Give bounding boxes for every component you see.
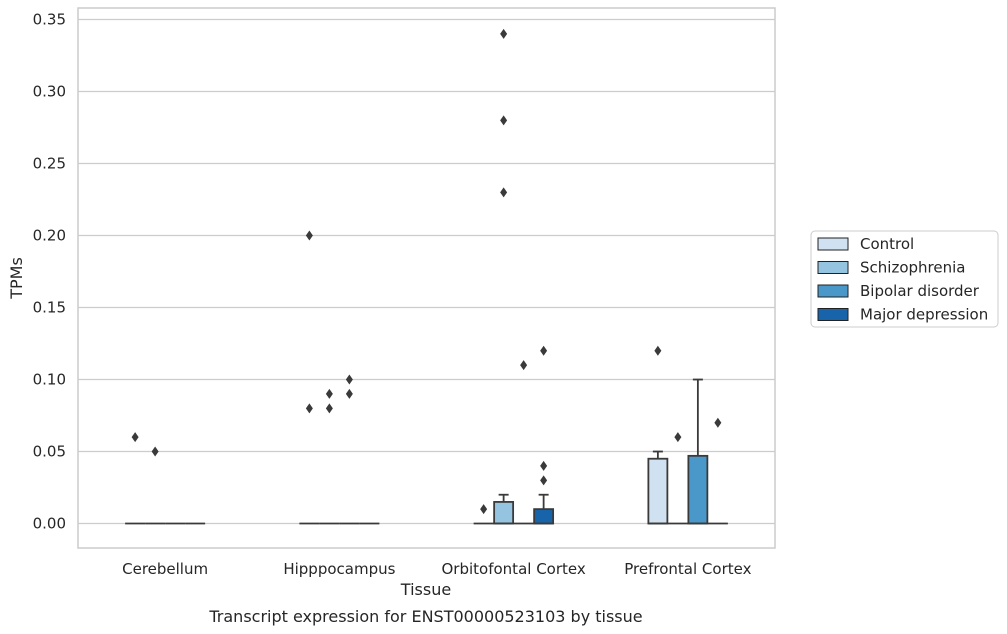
y-tick-label: 0.20 bbox=[33, 227, 66, 245]
outliers-layer bbox=[131, 28, 722, 515]
outlier-point bbox=[131, 432, 139, 443]
legend-swatch bbox=[817, 284, 849, 298]
y-axis-label: TPMs bbox=[7, 257, 26, 300]
outlier-point bbox=[654, 345, 662, 356]
boxes-layer bbox=[125, 378, 728, 525]
outlier-point bbox=[500, 187, 508, 198]
legend-label: Schizophrenia bbox=[860, 259, 965, 277]
box bbox=[533, 508, 555, 525]
box-group bbox=[533, 493, 555, 525]
outlier-point bbox=[520, 360, 528, 371]
legend-items: Control Schizophrenia Bipolar disorder Majo… bbox=[817, 235, 988, 324]
x-tick-label: Cerebellum bbox=[122, 560, 208, 578]
box-group bbox=[687, 378, 709, 525]
legend-frame bbox=[810, 230, 999, 328]
outlier-point bbox=[325, 388, 333, 399]
legend-swatch bbox=[817, 308, 849, 321]
x-axis-label: Tissue bbox=[400, 580, 451, 599]
outlier-point bbox=[345, 388, 353, 399]
outlier-point bbox=[540, 460, 548, 471]
y-tick-label: 0.30 bbox=[33, 83, 66, 101]
legend-label: Control bbox=[860, 235, 914, 253]
x-tick-labels: Cerebellum Hipppocampus Orbitofontal Corte… bbox=[122, 560, 751, 578]
y-tick-label: 0.35 bbox=[33, 11, 66, 29]
y-tick-label: 0.10 bbox=[33, 371, 66, 389]
outlier-point bbox=[540, 345, 548, 356]
y-tick-label: 0.25 bbox=[33, 155, 66, 173]
y-tick-labels: 0.00 0.05 0.10 0.15 0.20 0.25 0.30 0.35 bbox=[33, 11, 66, 533]
chart-caption: Transcript expression for ENST0000052310… bbox=[208, 607, 642, 626]
x-tick-label: Orbitofontal Cortex bbox=[442, 560, 586, 578]
outlier-point bbox=[540, 475, 548, 486]
outlier-point bbox=[305, 230, 313, 241]
plot-area-frame bbox=[77, 7, 776, 549]
legend: Control Schizophrenia Bipolar disorder Majo… bbox=[810, 230, 999, 328]
y-tick-label: 0.05 bbox=[33, 443, 66, 461]
legend-swatch bbox=[817, 237, 849, 251]
outlier-point bbox=[345, 374, 353, 385]
box bbox=[647, 457, 669, 525]
legend-swatch bbox=[817, 261, 849, 274]
y-tick-label: 0.00 bbox=[33, 515, 66, 533]
legend-label: Major depression bbox=[860, 306, 988, 324]
outlier-point bbox=[500, 28, 508, 39]
legend-label: Bipolar disorder bbox=[860, 282, 980, 300]
y-tick-label: 0.15 bbox=[33, 299, 66, 317]
box-group bbox=[647, 450, 669, 525]
x-tick-label: Prefrontal Cortex bbox=[624, 560, 751, 578]
outlier-point bbox=[674, 432, 682, 443]
outlier-point bbox=[500, 115, 508, 126]
outlier-point bbox=[305, 403, 313, 414]
outlier-point bbox=[480, 504, 488, 515]
outlier-point bbox=[325, 403, 333, 414]
box bbox=[493, 501, 515, 525]
x-tick-label: Hipppocampus bbox=[283, 560, 395, 578]
outlier-point bbox=[714, 417, 722, 428]
box-group bbox=[493, 493, 515, 525]
box bbox=[687, 454, 709, 525]
outlier-point bbox=[151, 446, 159, 457]
